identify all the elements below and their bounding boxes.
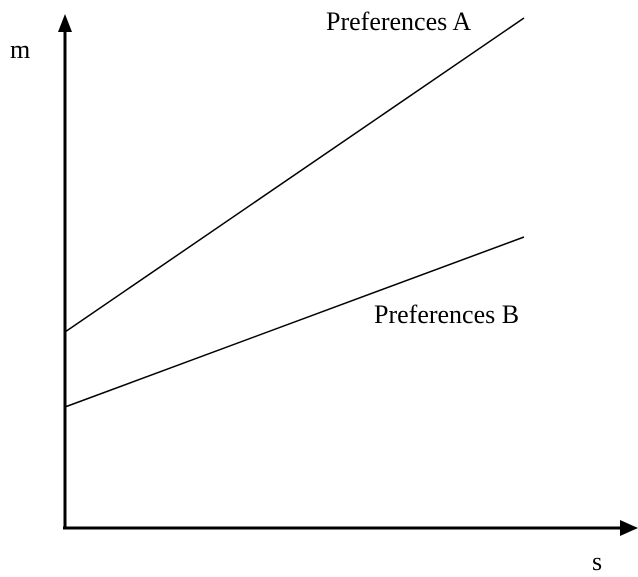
x-axis-arrowhead [620, 520, 638, 536]
preferences-b-line [64, 236, 525, 408]
x-axis-label: s [592, 547, 602, 576]
y-axis-arrowhead [58, 14, 72, 32]
preferences-b-label: Preferences B [374, 300, 519, 329]
y-axis-label: m [10, 35, 30, 64]
preferences-a-label: Preferences A [326, 7, 471, 36]
preferences-a-line [64, 17, 525, 333]
